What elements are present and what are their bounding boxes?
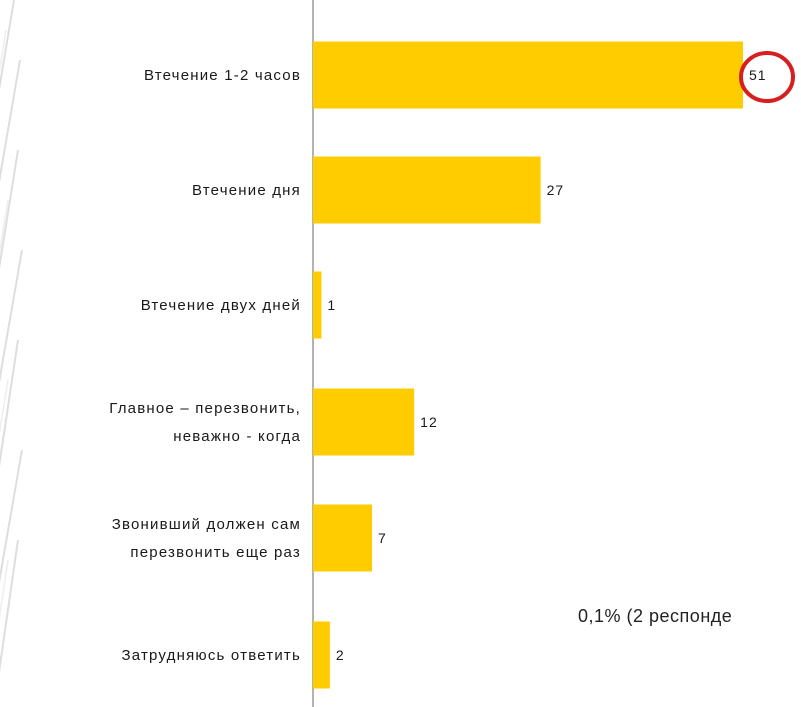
category-label-2: Втечение двух дней — [141, 297, 301, 314]
category-label-5: Затрудняюсь ответить — [122, 647, 301, 664]
value-label-5: 2 — [336, 647, 345, 663]
bar-2 — [313, 271, 322, 339]
category-label-4: Звонивший должен сам перезвонить еще раз — [112, 516, 301, 561]
highlight-circle — [739, 51, 795, 103]
value-label-2: 1 — [327, 297, 336, 313]
bar-5 — [313, 621, 330, 689]
bar-4 — [313, 504, 373, 572]
category-label-0: Втечение 1-2 часов — [144, 67, 301, 84]
category-label-1: Втечение дня — [192, 182, 301, 199]
category-label-3: Главное – перезвонить, неважно - когда — [109, 400, 301, 445]
value-label-0: 51 — [749, 67, 767, 83]
value-label-1: 27 — [547, 182, 565, 198]
footnote-text: 0,1% (2 респонде — [578, 606, 733, 626]
value-label-3: 12 — [420, 414, 438, 430]
value-label-4: 7 — [378, 530, 387, 546]
bar-3 — [313, 388, 415, 456]
bar-0 — [313, 41, 743, 109]
bar-1 — [313, 156, 541, 224]
